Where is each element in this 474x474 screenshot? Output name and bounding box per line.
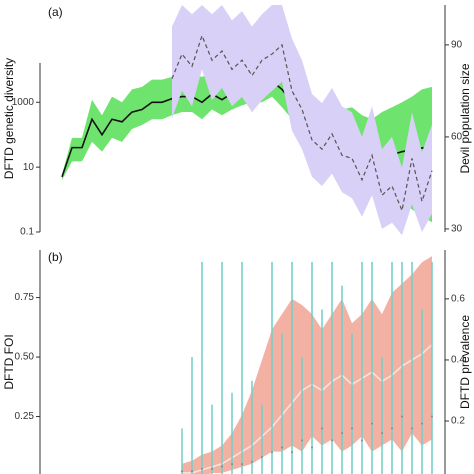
band [62,50,432,223]
point [281,446,283,449]
point [181,470,183,473]
band [182,256,432,474]
point [261,455,263,458]
y-tick-label: 0.50 [15,352,35,363]
point [371,422,373,425]
point [301,439,303,442]
y2-tick-label: 90 [451,40,463,51]
y-axis-title: DFTD genetic diversity [2,58,16,179]
point [381,432,383,435]
line [182,344,433,474]
point [231,463,233,466]
y-tick-label: 0.75 [15,292,35,303]
point [291,451,293,454]
point [431,415,433,418]
panel-label: (b) [48,250,63,264]
y2-tick-label: 0.4 [451,355,465,366]
point [331,439,333,442]
point [251,460,253,463]
point [271,451,273,454]
y-axis-title: DFTD FOI [2,334,16,389]
y2-axis-title: Devil population size [458,63,472,173]
point [311,446,313,449]
point [391,427,393,430]
point [321,427,323,430]
panel-label: (a) [48,5,63,19]
point [211,467,213,470]
point [361,439,363,442]
y2-tick-label: 60 [451,132,463,143]
y2-tick-label: 0.6 [451,294,465,305]
y-tick-label: 10 [23,162,35,173]
y2-tick-label: 0.2 [451,416,465,427]
point [421,422,423,425]
band [172,5,432,236]
point [351,427,353,430]
y2-axis-title: DFTD prevalence [458,315,472,409]
point [241,463,243,466]
y-tick-label: 1000 [12,97,35,108]
line [171,33,433,213]
y-tick-label: 0.1 [20,227,34,238]
point [201,467,203,470]
point [191,470,193,473]
y-tick-label: 0.25 [15,411,35,422]
y2-tick-label: 30 [451,224,463,235]
point [411,427,413,430]
point [341,432,343,435]
point [401,415,403,418]
point [221,465,223,468]
